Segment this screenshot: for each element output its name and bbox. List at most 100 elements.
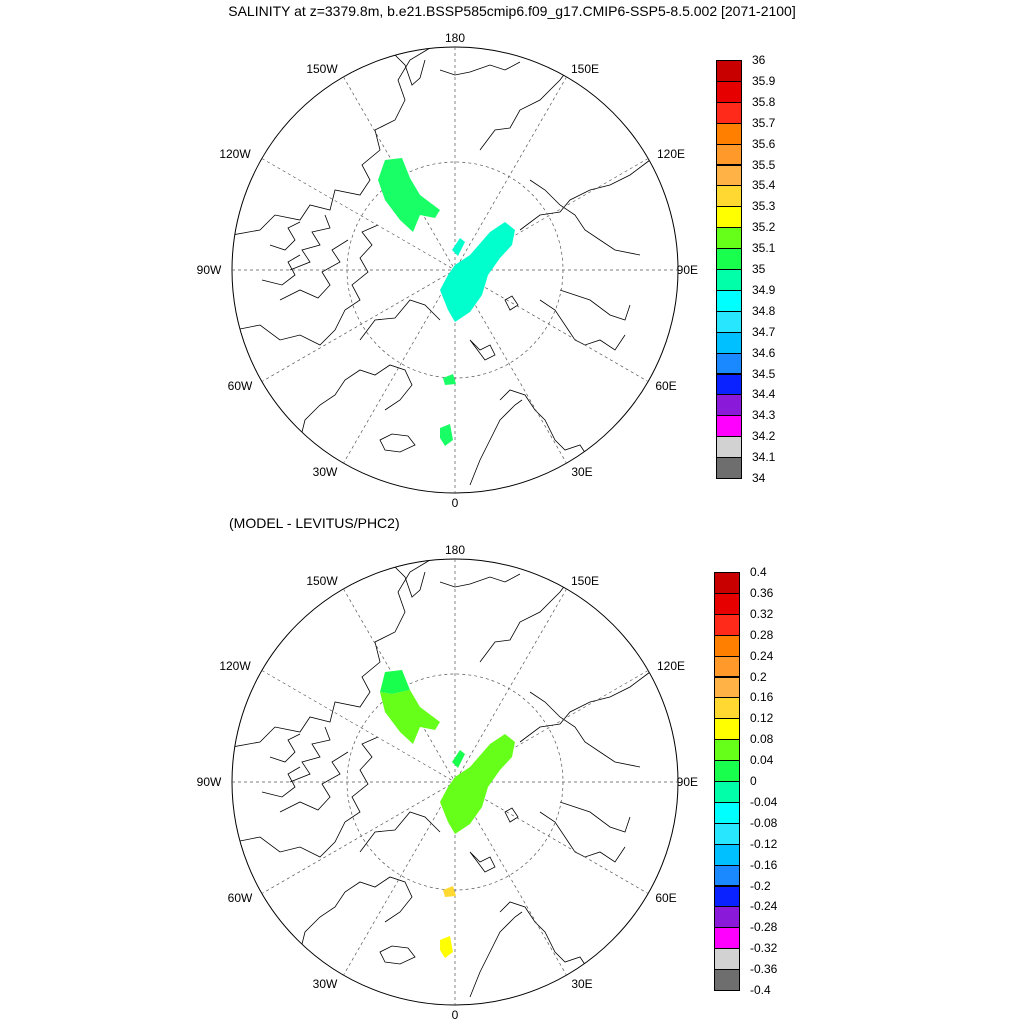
nordic-patch-south (440, 936, 453, 958)
colorbar-tick-label: -0.28 (750, 920, 778, 935)
colorbar-tick-label: 35.6 (752, 136, 776, 151)
colorbar-tick-label: 34.9 (752, 282, 776, 297)
colorbar-swatch (714, 885, 740, 908)
lon-label-90w: 90W (197, 263, 222, 277)
colorbar-swatch (714, 927, 740, 950)
colorbar-tick-label: 35.1 (752, 241, 776, 256)
colorbar-tick-label: 35.9 (752, 73, 776, 88)
lon-label-90e: 90E (677, 263, 698, 277)
colorbar-swatch (716, 227, 742, 250)
lon-label-180: 180 (445, 31, 465, 45)
colorbar-tick-label: 36 (752, 53, 766, 67)
lon-label-30e: 30E (571, 977, 592, 991)
colorbar-swatch (716, 269, 742, 291)
colorbar-tick-label: 0.08 (750, 732, 774, 747)
colorbar-tick-label: -0.32 (750, 941, 778, 956)
colorbar-swatch (714, 760, 740, 782)
colorbar-swatch (716, 248, 742, 270)
colorbar-tick-label: -0.36 (750, 962, 778, 977)
colorbar-tick-label: -0.16 (750, 857, 778, 872)
colorbar-swatch (716, 80, 742, 103)
polar-map-top: 180 150W 150E 120W 120E 90W 90E 60W 60E … (197, 31, 698, 510)
arctic-basin-spike (452, 238, 465, 256)
colorbar-tick-label: 35.3 (752, 199, 776, 214)
baffin-bay-lower-patch (380, 690, 440, 744)
colorbar-tick-label: 34.8 (752, 303, 776, 318)
colorbar-tick-label: 35.2 (752, 220, 776, 235)
colorbar-tick-label: 34.6 (752, 345, 776, 360)
lon-label-120e: 120E (657, 147, 685, 161)
colorbar-tick-label: -0.2 (750, 878, 771, 893)
colorbar-swatch (716, 101, 742, 124)
colorbar-swatch (716, 373, 742, 396)
lon-label-30w: 30W (313, 977, 338, 991)
colorbar-tick-label: 35.5 (752, 157, 776, 172)
figure-title: SALINITY at z=3379.8m, b.e21.BSSP585cmip… (228, 3, 796, 19)
lon-label-120w: 120W (219, 147, 251, 161)
colorbar-tick-label: 34.4 (752, 387, 776, 402)
baffin-bay-patch (378, 158, 440, 232)
colorbar-tick-label: -0.4 (750, 983, 771, 997)
colorbar-tick-label: 0.16 (750, 690, 774, 705)
colorbar-tick-label: 34.5 (752, 366, 776, 381)
lon-label-90w: 90W (197, 775, 222, 789)
lon-label-30w: 30W (313, 465, 338, 479)
lon-label-60e: 60E (655, 891, 676, 905)
colorbar-tick-label: 0.4 (750, 565, 767, 579)
colorbar-tick-label: 0.12 (750, 711, 774, 726)
colorbar-tick-label: 34.2 (752, 429, 776, 444)
colorbar-tick-label: 0.2 (750, 669, 767, 684)
polar-map-bottom: 180 150W 150E 120W 120E 90W 90E 60W 60E … (197, 543, 698, 1022)
lon-label-150e: 150E (571, 574, 599, 588)
colorbar-swatch (716, 185, 742, 208)
colorbar-swatch (714, 948, 740, 971)
colorbar-swatch (714, 592, 740, 615)
colorbar-tick-label: -0.04 (750, 794, 778, 809)
difference-subtitle: (MODEL - LEVITUS/PHC2) (229, 515, 400, 531)
colorbar-swatch (714, 822, 740, 845)
arctic-basin-patch (440, 222, 515, 322)
colorbar-tick-label: -0.12 (750, 836, 778, 851)
colorbar-tick-label: 35 (752, 262, 766, 276)
colorbar-swatch (714, 718, 740, 741)
colorbar-tick-label: 34.3 (752, 408, 776, 423)
baffin-bay-upper-patch (380, 670, 410, 694)
arctic-basin-patch (440, 734, 515, 834)
colorbar-swatch (716, 415, 742, 438)
colorbar-tick-label: 0 (750, 774, 757, 788)
colorbar-tick-label: 35.8 (752, 94, 776, 109)
colorbar-tick-label: -0.24 (750, 899, 778, 914)
colorbar-tick-label: 34 (752, 471, 766, 485)
colorbar-swatch (716, 394, 742, 417)
colorbar-swatch (714, 739, 740, 762)
colorbar-swatch (716, 289, 742, 312)
colorbar-swatch (714, 572, 740, 594)
arctic-basin-spike (452, 750, 465, 768)
lon-label-150w: 150W (306, 62, 338, 76)
lon-label-120e: 120E (657, 659, 685, 673)
coastlines-top (232, 47, 651, 486)
colorbar-swatch (716, 457, 742, 479)
colorbar-tick-label: 35.4 (752, 178, 776, 193)
colorbar-swatch (714, 697, 740, 720)
lon-label-150w: 150W (306, 574, 338, 588)
colorbar-tick-label: 0.24 (750, 648, 774, 663)
colorbar-swatch (716, 122, 742, 145)
colorbar-swatch (714, 843, 740, 866)
colorbar-tick-label: -0.08 (750, 815, 778, 830)
lon-label-0: 0 (452, 496, 459, 510)
colorbar-swatch (714, 613, 740, 636)
colorbar-tick-label: 0.28 (750, 627, 774, 642)
colorbar-swatch (714, 634, 740, 657)
colorbar-swatch (714, 655, 740, 678)
colorbar-swatch (714, 864, 740, 887)
lon-label-60w: 60W (228, 891, 253, 905)
lon-label-0: 0 (452, 1008, 459, 1022)
colorbar-tick-label: 0.36 (750, 585, 774, 600)
lon-label-150e: 150E (571, 62, 599, 76)
nordic-patch-north (443, 886, 456, 897)
colorbar-tick-label: 34.1 (752, 450, 776, 465)
lon-label-120w: 120W (219, 659, 251, 673)
colorbar-swatch (716, 60, 742, 82)
nordic-patch-south (440, 424, 453, 446)
